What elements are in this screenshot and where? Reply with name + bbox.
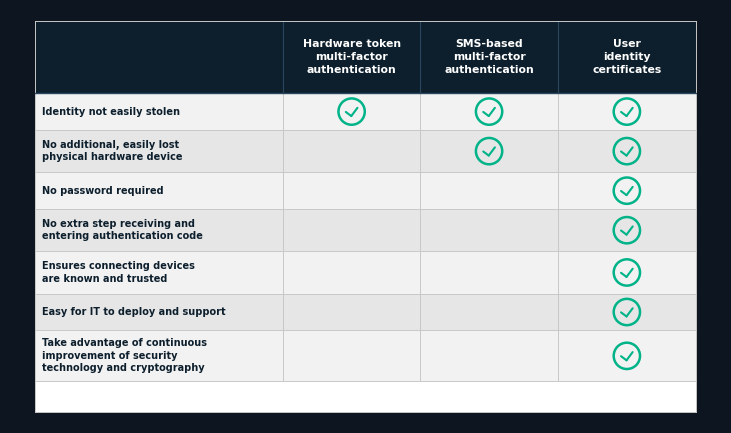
Bar	[35, 330, 696, 381]
Text: Ensures connecting devices
are known and trusted: Ensures connecting devices are known and…	[42, 261, 195, 284]
Bar	[35, 251, 696, 294]
Bar	[35, 172, 696, 209]
Bar	[35, 209, 696, 251]
Text: User
identity
certificates: User identity certificates	[592, 39, 662, 75]
Bar	[35, 21, 696, 93]
Text: No additional, easily lost
physical hardware device: No additional, easily lost physical hard…	[42, 140, 183, 162]
Text: Easy for IT to deploy and support: Easy for IT to deploy and support	[42, 307, 226, 317]
Bar	[35, 294, 696, 330]
Text: No password required: No password required	[42, 186, 164, 196]
Text: SMS-based
multi-factor
authentication: SMS-based multi-factor authentication	[444, 39, 534, 75]
Text: Hardware token
multi-factor
authentication: Hardware token multi-factor authenticati…	[303, 39, 401, 75]
Bar	[35, 130, 696, 172]
Text: Identity not easily stolen: Identity not easily stolen	[42, 107, 181, 116]
Text: No extra step receiving and
entering authentication code: No extra step receiving and entering aut…	[42, 219, 203, 242]
Bar	[35, 93, 696, 130]
Text: Take advantage of continuous
improvement of security
technology and cryptography: Take advantage of continuous improvement…	[42, 339, 208, 373]
